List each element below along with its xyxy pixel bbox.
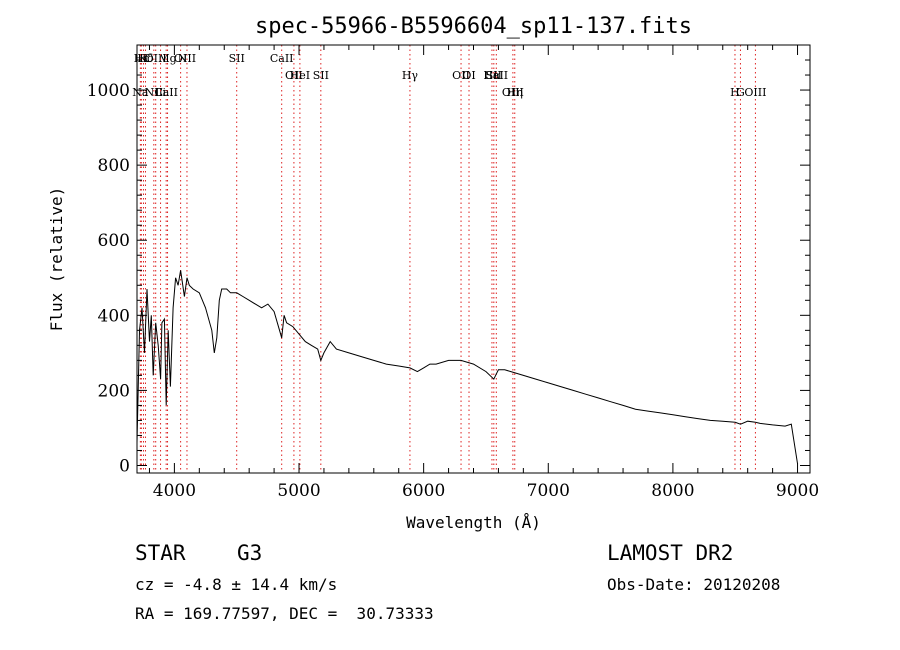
line-marker-label-19: Hη xyxy=(507,86,523,99)
line-marker-label-11: SII xyxy=(313,69,329,82)
line-marker-label-13: OII xyxy=(452,69,470,82)
line-marker-label-22: OIII xyxy=(744,86,766,99)
line-marker-label-7: SII xyxy=(229,52,245,65)
x-axis-label: Wavelength (Å) xyxy=(406,513,541,532)
line-marker-label-12: Hγ xyxy=(402,69,419,82)
line-marker-label-1: K xyxy=(139,52,148,65)
line-marker-label-16: SII xyxy=(486,69,502,82)
object-class-label: STAR xyxy=(135,541,186,565)
line-marker-label-4: Mg xyxy=(158,52,176,65)
x-tick-label-5: 9000 xyxy=(776,481,819,501)
x-tick-label-1: 5000 xyxy=(277,481,320,501)
series-line-0 xyxy=(136,270,798,464)
survey-label: LAMOST DR2 xyxy=(607,541,734,565)
line-marker-label-9: OII xyxy=(285,69,303,82)
object-type-label: G3 xyxy=(237,541,263,565)
y-tick-label-3: 600 xyxy=(98,231,130,251)
y-axis-label: Flux (relative) xyxy=(47,187,66,332)
line-marker-label-25: Li xyxy=(155,86,166,99)
y-tick-label-4: 800 xyxy=(98,156,130,176)
line-marker-label-17: CaII xyxy=(484,69,508,82)
plot-frame xyxy=(136,44,811,474)
line-marker-label-8: CaII xyxy=(270,52,294,65)
redshift-label: cz = -4.8 ± 14.4 km/s xyxy=(135,575,338,594)
y-tick-label-1: 200 xyxy=(98,381,130,401)
x-tick-label-0: 4000 xyxy=(153,481,196,501)
line-marker-label-20: H xyxy=(730,86,740,99)
line-marker-label-26: CaII xyxy=(154,86,178,99)
line-marker-label-10: HeI xyxy=(290,69,310,82)
line-marker-label-21: G xyxy=(736,86,745,99)
y-tick-label-5: 1000 xyxy=(87,81,130,101)
line-marker-label-3: OIII xyxy=(145,52,167,65)
line-marker-label-24: NII xyxy=(145,86,163,99)
line-marker-label-2: Hδ xyxy=(137,52,154,65)
chart-title: spec-55966-B5596604_sp11-137.fits xyxy=(255,14,692,39)
line-marker-label-23: Na xyxy=(132,86,149,99)
y-tick-label-0: 0 xyxy=(119,456,130,476)
coordinates-label: RA = 169.77597, DEC = 30.73333 xyxy=(135,604,434,623)
observation-date-label: Obs-Date: 20120208 xyxy=(607,575,781,594)
y-tick-label-2: 400 xyxy=(98,306,130,326)
line-marker-label-14: OI xyxy=(462,69,475,82)
line-marker-label-18: OIII xyxy=(502,86,524,99)
line-marker-label-5: OI xyxy=(174,52,187,65)
x-tick-label-2: 6000 xyxy=(402,481,445,501)
x-tick-label-4: 8000 xyxy=(651,481,694,501)
line-marker-label-6: NII xyxy=(178,52,196,65)
x-tick-label-3: 7000 xyxy=(527,481,570,501)
